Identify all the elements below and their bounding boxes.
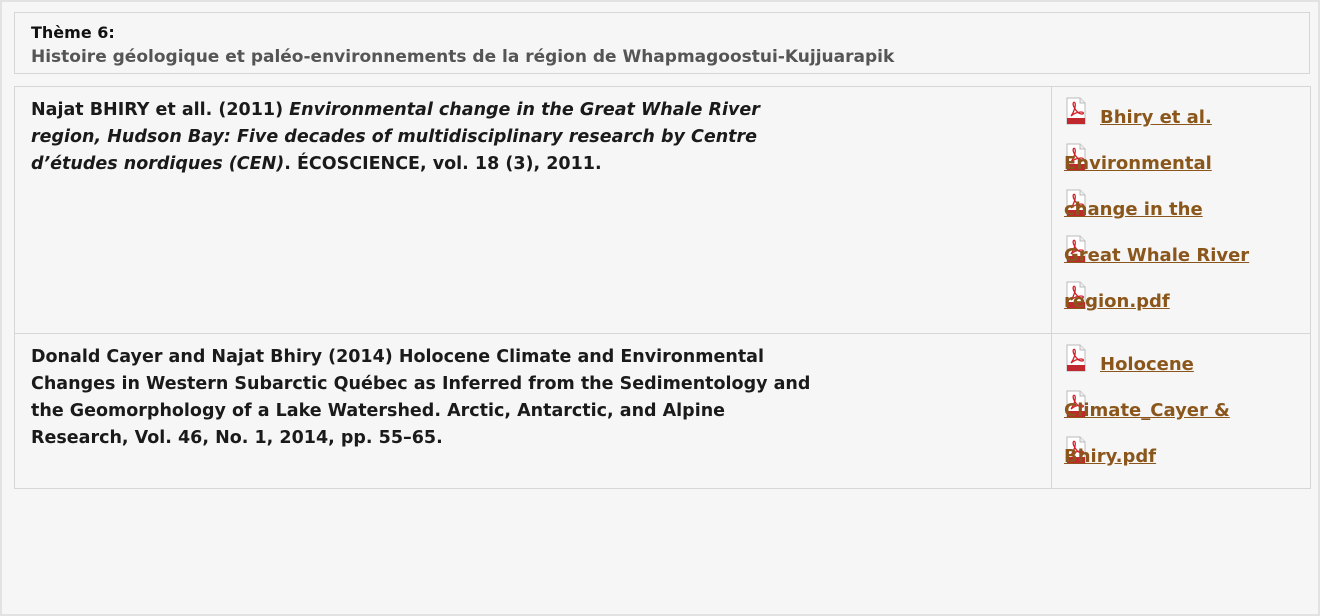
reference-row: Donald Cayer and Najat Bhiry (2014) Holo…: [14, 333, 1311, 489]
theme-number: Thème 6:: [31, 23, 115, 42]
pdf-icon: [1066, 436, 1086, 464]
pdf-icon: [1066, 189, 1086, 217]
pdf-link[interactable]: Bhiry.pdf: [1064, 446, 1157, 467]
pdf-link[interactable]: Bhiry et al.: [1100, 107, 1212, 128]
authors: Donald Cayer and Najat Bhiry (2014) Holo…: [31, 347, 811, 448]
pdf-icon: [1066, 390, 1086, 418]
pdf-icon: [1066, 281, 1086, 309]
pdf-link[interactable]: Climate_Cayer &: [1064, 400, 1230, 421]
authors: Najat BHIRY et all. (2011): [31, 100, 290, 120]
theme-title: Histoire géologique et paléo-environneme…: [31, 47, 895, 67]
reference-text: Donald Cayer and Najat Bhiry (2014) Holo…: [31, 344, 811, 452]
link-line: Holocene: [1064, 342, 1298, 388]
theme-header: Thème 6: Histoire géologique et paléo-en…: [14, 12, 1310, 74]
reference-cell: Najat BHIRY et all. (2011) Environmental…: [14, 86, 1052, 334]
link-cell: Bhiry et al. Environmental change in the Gr…: [1051, 86, 1311, 334]
article-title: Environmental change in the Great Whale …: [31, 100, 760, 174]
link-line: region.pdf: [1064, 279, 1298, 325]
pdf-link[interactable]: Great Whale River: [1064, 245, 1250, 266]
pdf-link[interactable]: change in the: [1064, 199, 1203, 220]
pdf-link[interactable]: Holocene: [1100, 354, 1194, 375]
link-line: Great Whale River: [1064, 233, 1298, 279]
link-cell: Holocene Climate_Cayer & Bhiry.pdf: [1051, 333, 1311, 489]
pdf-icon: [1066, 235, 1086, 263]
link-line: Bhiry et al.: [1064, 95, 1298, 141]
link-line: change in the: [1064, 187, 1298, 233]
link-line: Environmental: [1064, 141, 1298, 187]
pdf-icon: [1066, 143, 1086, 171]
pdf-link[interactable]: Environmental: [1064, 153, 1212, 174]
reference-text: Najat BHIRY et all. (2011) Environmental…: [31, 97, 811, 178]
link-line: Bhiry.pdf: [1064, 434, 1298, 480]
reference-cell: Donald Cayer and Najat Bhiry (2014) Holo…: [14, 333, 1052, 489]
source: . ÉCOSCIENCE, vol. 18 (3), 2011.: [284, 154, 602, 174]
reference-row: Najat BHIRY et all. (2011) Environmental…: [14, 86, 1311, 334]
references-table: Najat BHIRY et all. (2011) Environmental…: [14, 86, 1311, 489]
pdf-icon: [1066, 344, 1086, 372]
link-line: Climate_Cayer &: [1064, 388, 1298, 434]
pdf-link[interactable]: region.pdf: [1064, 291, 1170, 312]
pdf-icon: [1066, 97, 1086, 125]
